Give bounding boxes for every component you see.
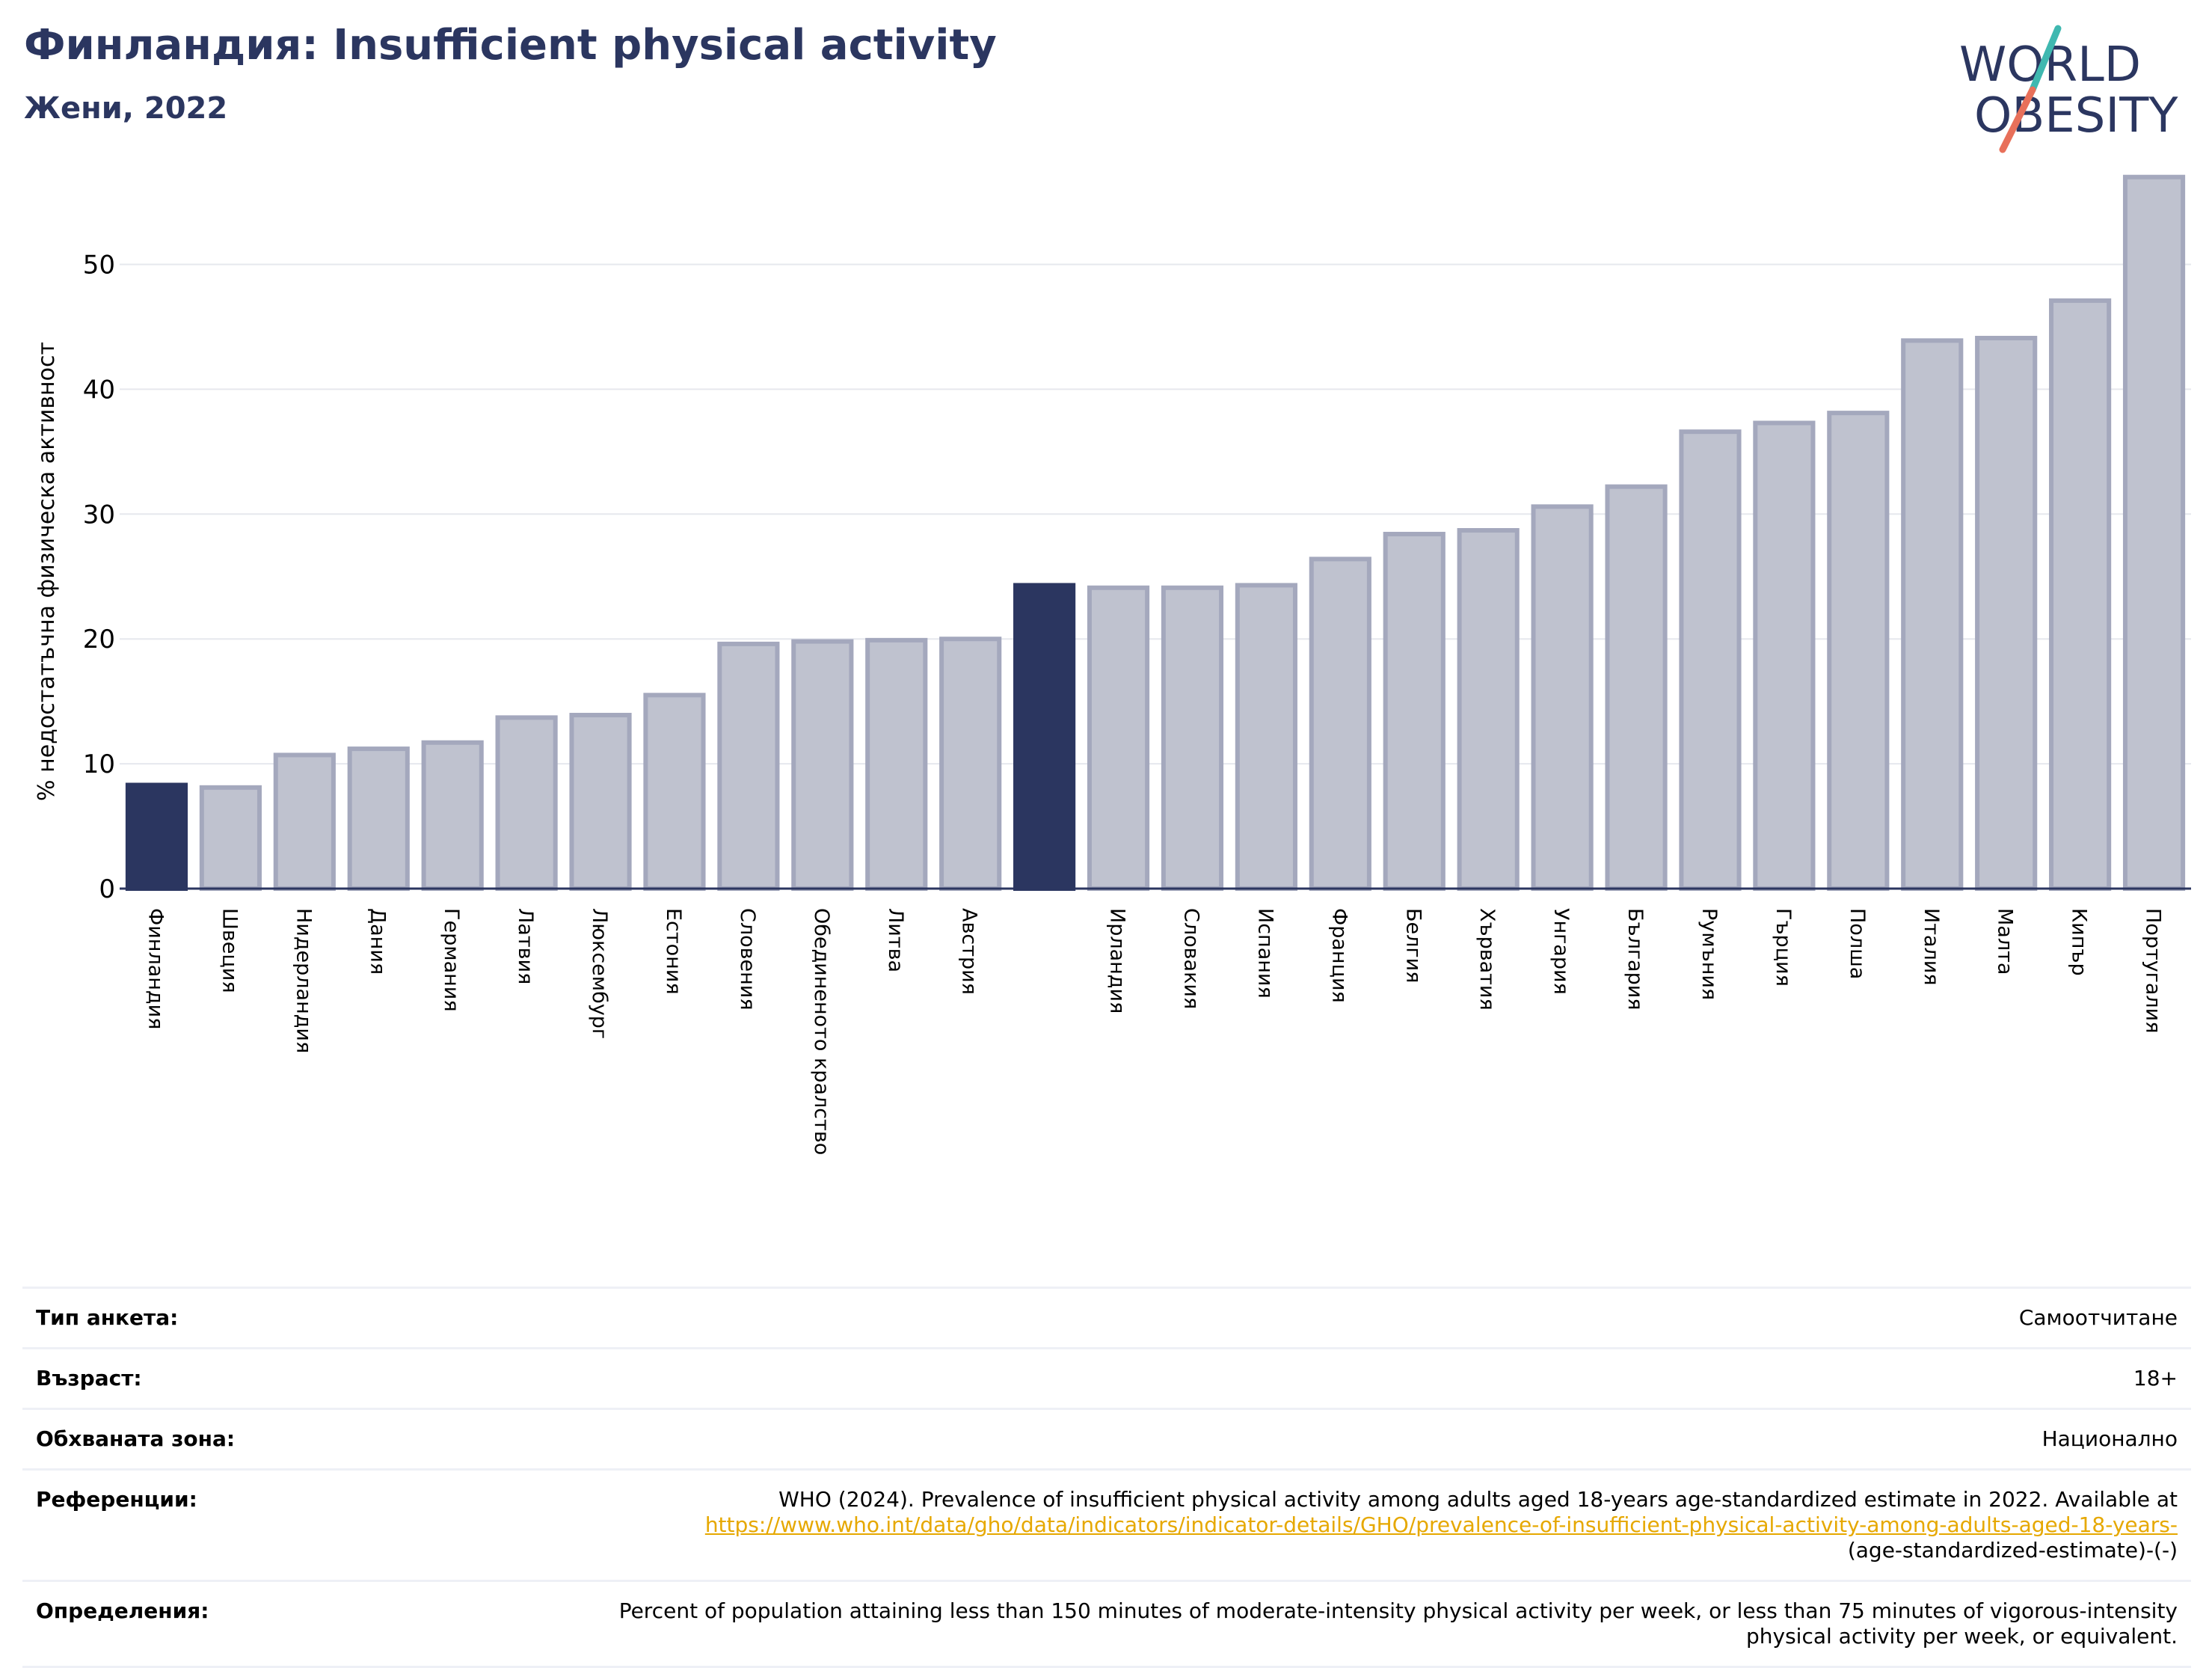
info-label: Референции:	[36, 1487, 197, 1512]
info-table: Тип анкета: Самоотчитане Възраст: 18+ Об…	[22, 1287, 2191, 1668]
x-tick-label: Германия	[440, 908, 463, 1012]
info-value: Национално	[2042, 1426, 2178, 1451]
bar	[1679, 429, 1742, 891]
info-label: Определения:	[36, 1598, 209, 1623]
bar	[1161, 585, 1224, 891]
x-tick-label: България	[1623, 908, 1647, 1011]
x-tick-label: Дания	[366, 908, 389, 975]
x-tick-label: Словения	[736, 908, 759, 1011]
x-tick-label: Полша	[1846, 908, 1869, 979]
y-axis-label: % недостатъчна физическа активност	[34, 342, 60, 801]
x-tick-label: Швеция	[218, 908, 241, 993]
bar	[1901, 338, 1964, 891]
x-tick-label: Финландия	[144, 908, 167, 1029]
logo-slash-coral	[1999, 86, 2036, 153]
bar	[939, 637, 1002, 891]
x-tick-label: Кипър	[2068, 908, 2091, 976]
bar	[1383, 532, 1446, 891]
info-value: WHO (2024). Prevalence of insufficient p…	[559, 1487, 2178, 1563]
bar	[2122, 174, 2186, 892]
info-row-references: Референции: WHO (2024). Prevalence of in…	[22, 1471, 2191, 1582]
bar	[421, 740, 484, 891]
x-tick-label: Испания	[1253, 908, 1276, 999]
bar	[1235, 583, 1297, 892]
x-tick-label: Малта	[1994, 908, 2017, 975]
reference-text: WHO (2024). Prevalence of insufficient p…	[778, 1487, 2178, 1512]
info-label: Обхваната зона:	[36, 1426, 236, 1451]
bar	[347, 746, 410, 891]
bar	[717, 641, 780, 891]
info-value: Percent of population attaining less tha…	[618, 1598, 2178, 1649]
bar-highlight	[1013, 583, 1076, 892]
info-row-area: Обхваната зона: Национално	[22, 1410, 2191, 1471]
x-tick-label: Словакия	[1179, 908, 1202, 1009]
reference-link[interactable]: https://www.who.int/data/gho/data/indica…	[704, 1512, 2178, 1537]
bar	[1605, 484, 1668, 891]
x-tick-label: Гърция	[1772, 908, 1795, 987]
bar-highlight	[125, 782, 188, 891]
y-tick-label: 40	[83, 375, 115, 405]
bar	[1753, 420, 1816, 891]
bar	[2049, 298, 2112, 891]
bar	[1827, 411, 1890, 891]
x-tick-label: Португалия	[2142, 908, 2165, 1033]
bar	[1087, 585, 1150, 891]
bar	[1309, 556, 1371, 892]
logo-slash-teal	[2029, 25, 2062, 93]
x-tick-label: Франция	[1327, 908, 1351, 1003]
chart-subtitle: Жени, 2022	[24, 91, 228, 126]
bar	[791, 639, 854, 891]
bar	[1975, 335, 2038, 891]
x-tick-label: Латвия	[514, 908, 537, 984]
y-tick-label: 10	[83, 749, 115, 779]
x-tick-label: Австрия	[958, 908, 981, 995]
y-tick-label: 50	[83, 251, 115, 280]
bar	[643, 693, 706, 892]
x-tick-label: Белгия	[1401, 908, 1425, 983]
bar	[199, 785, 262, 892]
bar-chart: 0 10 20 30 40 50 % недостатъчна физическа акти…	[34, 174, 2191, 1155]
bar	[495, 715, 558, 892]
reference-text-after: (age-standardized-estimate)-(-)	[1847, 1538, 2178, 1563]
info-row-survey-type: Тип анкета: Самоотчитане	[22, 1289, 2191, 1349]
x-tick-label: Унгария	[1549, 908, 1573, 995]
info-value: Самоотчитане	[2018, 1305, 2178, 1330]
x-tick-label: Хърватия	[1475, 908, 1499, 1011]
info-label: Възраст:	[36, 1366, 142, 1390]
chart-title: Финландия: Insufficient physical activit…	[24, 21, 997, 70]
x-tick-label: Италия	[1920, 908, 1943, 986]
info-row-definitions: Определения: Percent of population attai…	[22, 1582, 2191, 1668]
x-tick-label: Естония	[662, 908, 685, 995]
bar	[1457, 528, 1520, 891]
world-obesity-logo: WORLD OBESITY	[1959, 25, 2178, 153]
bar	[865, 637, 928, 891]
x-tick-label: Люксембург	[588, 908, 611, 1039]
y-tick-label: 20	[83, 625, 115, 654]
y-tick-label: 0	[99, 874, 115, 904]
x-tick-label: Ирландия	[1106, 908, 1129, 1014]
bar	[1531, 504, 1594, 892]
bar	[569, 713, 632, 891]
bar	[273, 752, 336, 892]
info-row-age: Възраст: 18+	[22, 1349, 2191, 1410]
x-tick-label: Литва	[884, 908, 907, 972]
x-tick-label: Румъния	[1698, 908, 1721, 1000]
info-label: Тип анкета:	[36, 1305, 179, 1330]
x-tick-label: Нидерландия	[292, 908, 315, 1053]
info-value: 18+	[2133, 1366, 2178, 1390]
y-tick-label: 30	[83, 500, 115, 530]
x-tick-label: Обединеното кралство	[810, 908, 833, 1155]
